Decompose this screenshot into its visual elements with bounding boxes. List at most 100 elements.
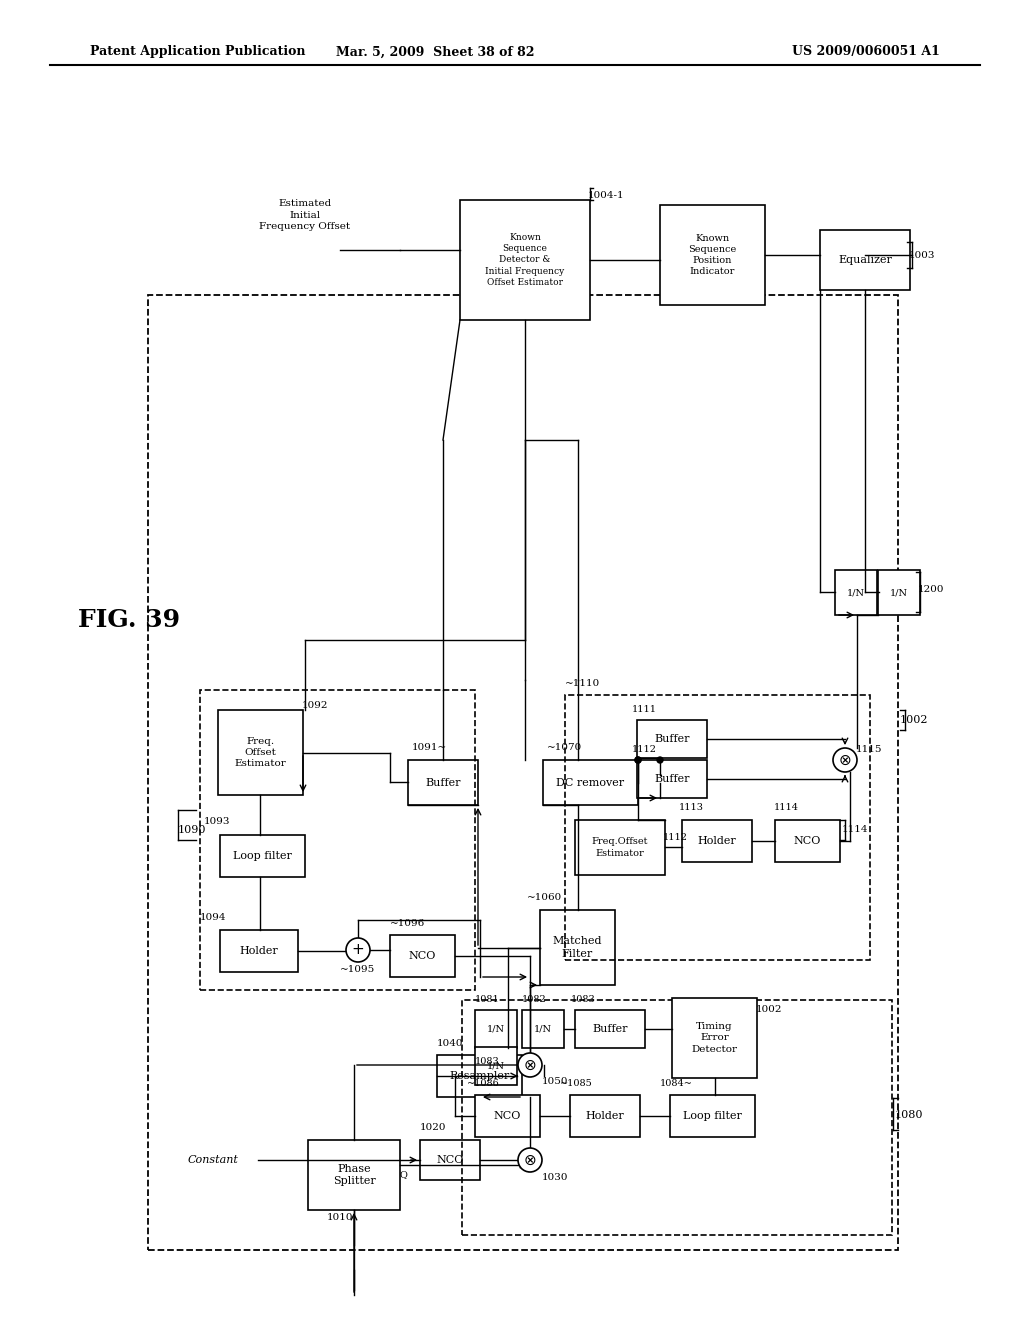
Circle shape (518, 1148, 542, 1172)
Text: 1112: 1112 (632, 746, 657, 755)
Text: 1081: 1081 (475, 995, 500, 1005)
Bar (475, 1096, 540, 1137)
Text: 1083: 1083 (571, 995, 596, 1005)
Text: ~1070: ~1070 (547, 743, 583, 752)
Bar (218, 710, 303, 795)
Text: Freq.
Offset
Estimator: Freq. Offset Estimator (234, 737, 287, 768)
Bar (878, 570, 920, 615)
Bar (835, 570, 877, 615)
Text: Known
Sequence
Position
Indicator: Known Sequence Position Indicator (688, 234, 736, 276)
Text: 1094: 1094 (200, 913, 226, 923)
Text: 1200: 1200 (918, 586, 944, 594)
Text: Resampler: Resampler (450, 1071, 510, 1081)
Bar (390, 935, 455, 977)
Bar (475, 1047, 517, 1085)
Text: ~1096: ~1096 (390, 919, 425, 928)
Bar (437, 1055, 522, 1097)
Text: NCO: NCO (436, 1155, 464, 1166)
Text: 1092: 1092 (302, 701, 329, 710)
Text: 1020: 1020 (420, 1123, 446, 1133)
Text: 1090: 1090 (178, 825, 207, 836)
Text: ~1095: ~1095 (340, 965, 375, 974)
Bar (220, 836, 305, 876)
Bar (575, 820, 665, 875)
Bar (148, 294, 898, 1250)
Text: Equalizer: Equalizer (838, 255, 892, 265)
Bar (820, 230, 910, 290)
Text: +: + (351, 942, 365, 957)
Text: 1003: 1003 (909, 251, 936, 260)
Text: 1/N: 1/N (890, 587, 908, 597)
Text: 1004-1: 1004-1 (588, 190, 625, 199)
Text: Holder: Holder (586, 1111, 625, 1121)
Circle shape (635, 756, 641, 763)
Text: Buffer: Buffer (654, 774, 690, 784)
Circle shape (346, 939, 370, 962)
Text: 1002: 1002 (900, 715, 929, 725)
Bar (522, 1010, 564, 1048)
Text: Freq.Offset
Estimator: Freq.Offset Estimator (592, 837, 648, 858)
Text: ~1060: ~1060 (527, 894, 562, 903)
Bar (672, 998, 757, 1078)
Text: Buffer: Buffer (425, 777, 461, 788)
Circle shape (657, 756, 663, 763)
Text: Phase
Splitter: Phase Splitter (333, 1164, 376, 1187)
Text: 1/N: 1/N (487, 1061, 505, 1071)
Text: NCO: NCO (794, 836, 821, 846)
Text: 1030: 1030 (542, 1172, 568, 1181)
Text: 1113: 1113 (679, 804, 705, 813)
Circle shape (635, 756, 641, 763)
Circle shape (833, 748, 857, 772)
Text: 1/N: 1/N (847, 587, 865, 597)
Text: Mar. 5, 2009  Sheet 38 of 82: Mar. 5, 2009 Sheet 38 of 82 (336, 45, 535, 58)
Bar (462, 1001, 892, 1236)
Text: ⊗: ⊗ (523, 1152, 537, 1167)
Text: ⊗: ⊗ (523, 1057, 537, 1072)
Text: Buffer: Buffer (654, 734, 690, 744)
Text: Loop filter: Loop filter (233, 851, 292, 861)
Text: 1114: 1114 (842, 825, 868, 834)
Bar (475, 1010, 517, 1048)
Text: Constant: Constant (188, 1155, 239, 1166)
Text: 1083: 1083 (475, 1057, 500, 1067)
Bar (408, 760, 478, 805)
Text: NCO: NCO (494, 1111, 521, 1121)
Text: 1091~: 1091~ (412, 743, 447, 752)
Text: 1093: 1093 (204, 817, 230, 826)
Text: NCO: NCO (409, 950, 436, 961)
Text: Matched
Filter: Matched Filter (553, 936, 602, 958)
Text: Estimated
Initial
Frequency Offset: Estimated Initial Frequency Offset (259, 199, 350, 231)
Bar (575, 1010, 645, 1048)
Circle shape (518, 1053, 542, 1077)
Bar (660, 205, 765, 305)
Text: 1082: 1082 (522, 995, 547, 1005)
Text: Known
Sequence
Detector &
Initial Frequency
Offset Estimator: Known Sequence Detector & Initial Freque… (485, 234, 564, 286)
Text: Loop filter: Loop filter (683, 1111, 742, 1121)
Text: Holder: Holder (240, 946, 279, 956)
Bar (670, 1096, 755, 1137)
Bar (420, 1140, 480, 1180)
Bar (775, 820, 840, 862)
Text: Timing
Error
Detector: Timing Error Detector (691, 1023, 737, 1053)
Text: FIG. 39: FIG. 39 (78, 609, 180, 632)
Bar (682, 820, 752, 862)
Text: 1050: 1050 (542, 1077, 568, 1086)
Text: 1080: 1080 (895, 1110, 924, 1119)
Bar (308, 1140, 400, 1210)
Text: Q: Q (400, 1171, 408, 1180)
Bar (540, 909, 615, 985)
Text: 1002: 1002 (756, 1006, 782, 1015)
Bar (200, 690, 475, 990)
Bar (220, 931, 298, 972)
Text: 1114: 1114 (774, 804, 799, 813)
Bar (570, 1096, 640, 1137)
Text: 1115: 1115 (856, 746, 883, 755)
Bar (637, 719, 707, 758)
Text: ⊗: ⊗ (839, 752, 851, 767)
Text: DC remover: DC remover (556, 777, 625, 788)
Text: 1/N: 1/N (487, 1024, 505, 1034)
Bar (565, 696, 870, 960)
Text: US 2009/0060051 A1: US 2009/0060051 A1 (793, 45, 940, 58)
Bar (637, 760, 707, 799)
Text: Patent Application Publication: Patent Application Publication (90, 45, 305, 58)
